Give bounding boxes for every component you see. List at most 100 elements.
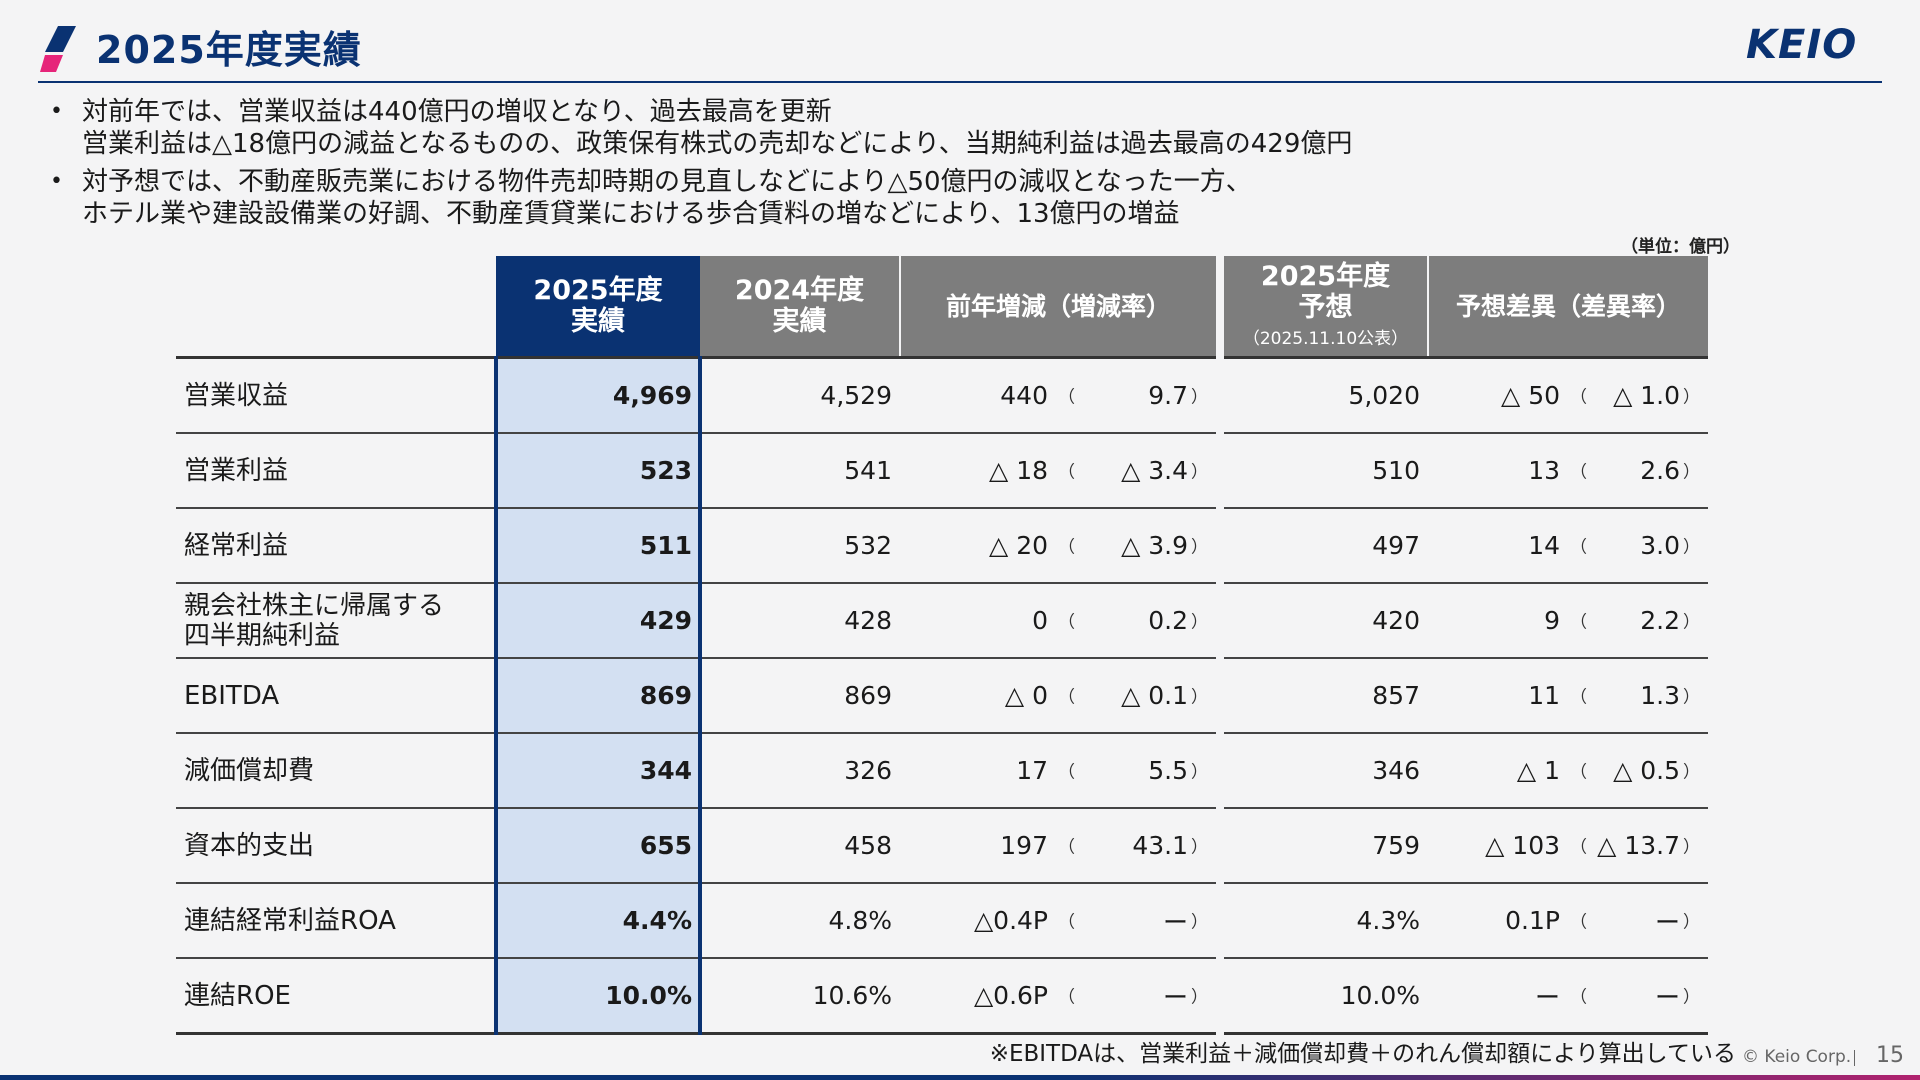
paren-close: ） — [1191, 461, 1208, 482]
header-prev-results: 2024年度 実績 — [700, 256, 900, 358]
unit-label: （単位：億円） — [1621, 237, 1740, 257]
table-body: 営業収益 4,969 4,529 440 （9.7） 5,020 △ 50 （△ 1.0）営業… — [176, 356, 1708, 1035]
paren-close: ） — [1683, 686, 1700, 707]
paren-open: （ — [1570, 461, 1587, 482]
variance-value: 0.1P — [1428, 883, 1568, 959]
column-gap — [1216, 358, 1224, 434]
current-value: 655 — [494, 808, 702, 884]
header-current-results: 2025年度 実績 — [496, 256, 700, 358]
yoy-change-value: 0 — [900, 583, 1056, 659]
prev-value: 428 — [700, 583, 900, 659]
current-value: 869 — [494, 658, 702, 734]
paren-close: ） — [1191, 836, 1208, 857]
paren-open: （ — [1058, 386, 1075, 407]
forecast-value: 420 — [1224, 583, 1428, 659]
bullet-line: 対予想では、不動産販売業における物件売却時期の見直しなどにより△50億円の減収と… — [82, 167, 1252, 197]
column-gap — [1216, 958, 1224, 1034]
variance-rate: 2.2 — [1640, 606, 1680, 635]
forecast-value: 759 — [1224, 808, 1428, 884]
variance-rate-cell: （ 1.3） — [1568, 658, 1708, 734]
paren-open: （ — [1058, 461, 1075, 482]
prev-value: 4.8% — [700, 883, 900, 959]
yoy-change-rate-cell: （ ー） — [1056, 958, 1216, 1035]
paren-close: ） — [1683, 461, 1700, 482]
yoy-change-value: △ 20 — [900, 508, 1056, 584]
keio-brand-logo: KEIO — [1746, 22, 1857, 66]
header-prev-line1: 2024年度 — [734, 275, 865, 306]
table-header-row: 2025年度 実績 2024年度 実績 前年増減（増減率） 2025年度 予想 … — [176, 256, 1708, 358]
yoy-change-rate-cell: （ 0.2） — [1056, 583, 1216, 659]
table-row: 経常利益 511 532 △ 20 （△ 3.9） 497 14 （3.0） — [176, 508, 1708, 584]
row-label-cell: EBITDA — [176, 658, 496, 734]
header-current-line1: 2025年度 — [533, 275, 663, 306]
yoy-change-value: △ 18 — [900, 433, 1056, 509]
paren-open: （ — [1058, 536, 1075, 557]
yoy-change-value: 197 — [900, 808, 1056, 884]
paren-close: ） — [1683, 911, 1700, 932]
column-gap — [1216, 658, 1224, 733]
bullet-line: ホテル業や建設設備業の好調、不動産賃貸業における歩合賃料の増などにより、13億円… — [82, 199, 1180, 229]
yoy-change-value: △0.4P — [900, 883, 1056, 959]
paren-close: ） — [1683, 536, 1700, 557]
paren-open: （ — [1058, 836, 1075, 857]
variance-rate-cell: （ ー） — [1568, 883, 1708, 959]
table-row: 営業収益 4,969 4,529 440 （9.7） 5,020 △ 50 （△ 1.0） — [176, 356, 1708, 434]
yoy-change-rate-cell: （ 5.5） — [1056, 733, 1216, 809]
variance-rate: 3.0 — [1640, 531, 1680, 560]
paren-close: ） — [1683, 836, 1700, 857]
header-prev-line2: 実績 — [772, 306, 827, 337]
row-label-cell: 資本的支出 — [176, 808, 496, 884]
row-label-line1: 親会社株主に帰属する — [184, 590, 445, 621]
row-label-cell: 経常利益 — [176, 508, 496, 584]
header-current-line2: 実績 — [571, 306, 625, 337]
yoy-change-value: △0.6P — [900, 958, 1056, 1035]
slash-logo-mark — [40, 26, 76, 72]
header-forecast-line1: 2025年度 — [1260, 261, 1391, 292]
brand-logo-text: KEIO — [1746, 22, 1857, 66]
bullet-item: • 対前年では、営業収益は440億円の増収となり、過去最高を更新 営業利益は△1… — [50, 96, 1850, 160]
paren-open: （ — [1570, 911, 1587, 932]
yoy-change-rate: 9.7 — [1148, 381, 1188, 410]
current-value: 10.0% — [494, 958, 702, 1035]
variance-value: 13 — [1428, 433, 1568, 509]
bullet-dot-icon: • — [50, 99, 63, 124]
table-row: 資本的支出 655 458 197 （43.1） 759 △ 103 （△ 13.7） — [176, 808, 1708, 884]
paren-open: （ — [1570, 761, 1587, 782]
forecast-value: 497 — [1224, 508, 1428, 584]
variance-rate-cell: （ △ 1.0） — [1568, 356, 1708, 434]
yoy-change-value: 440 — [900, 356, 1056, 434]
paren-close: ） — [1683, 386, 1700, 407]
variance-rate-cell: （ 2.2） — [1568, 583, 1708, 659]
paren-open: （ — [1058, 611, 1075, 632]
variance-rate-cell: （ 2.6） — [1568, 433, 1708, 509]
header-forecast-note: （2025.11.10公表） — [1242, 329, 1409, 349]
header-forecast-line2: 予想 — [1298, 292, 1353, 323]
yoy-change-rate: ー — [1162, 982, 1188, 1012]
prev-value: 869 — [700, 658, 900, 734]
yoy-change-value: 17 — [900, 733, 1056, 809]
row-label-line2: 四半期純利益 — [184, 620, 341, 651]
bullet-line: 対前年では、営業収益は440億円の増収となり、過去最高を更新 — [82, 97, 832, 127]
header-yoy-change: 前年増減（増減率） — [899, 256, 1216, 358]
footnote: ※EBITDAは、営業利益＋減価償却費＋のれん償却額により算出している — [989, 1041, 1736, 1067]
header-gap — [1216, 256, 1224, 358]
row-label-cell: 減価償却費 — [176, 733, 496, 809]
row-label-cell: 営業収益 — [176, 356, 496, 434]
column-gap — [1216, 883, 1224, 958]
yoy-change-rate-cell: （ 43.1） — [1056, 808, 1216, 884]
paren-close: ） — [1191, 761, 1208, 782]
row-label: 営業収益 — [184, 380, 289, 411]
row-label-cell: 親会社株主に帰属する 四半期純利益 — [176, 583, 496, 659]
paren-close: ） — [1191, 611, 1208, 632]
yoy-change-rate-cell: （ △ 3.4） — [1056, 433, 1216, 509]
variance-rate: △ 1.0 — [1613, 381, 1680, 410]
row-label-cell: 営業利益 — [176, 433, 496, 509]
variance-value: △ 1 — [1428, 733, 1568, 809]
variance-rate-cell: （ 3.0） — [1568, 508, 1708, 584]
row-label-cell: 連結経常利益ROA — [176, 883, 496, 959]
paren-open: （ — [1570, 386, 1587, 407]
header-forecast-variance: 予想差異（差異率） — [1427, 256, 1708, 358]
paren-close: ） — [1191, 986, 1208, 1007]
forecast-value: 10.0% — [1224, 958, 1428, 1035]
forecast-value: 5,020 — [1224, 356, 1428, 434]
